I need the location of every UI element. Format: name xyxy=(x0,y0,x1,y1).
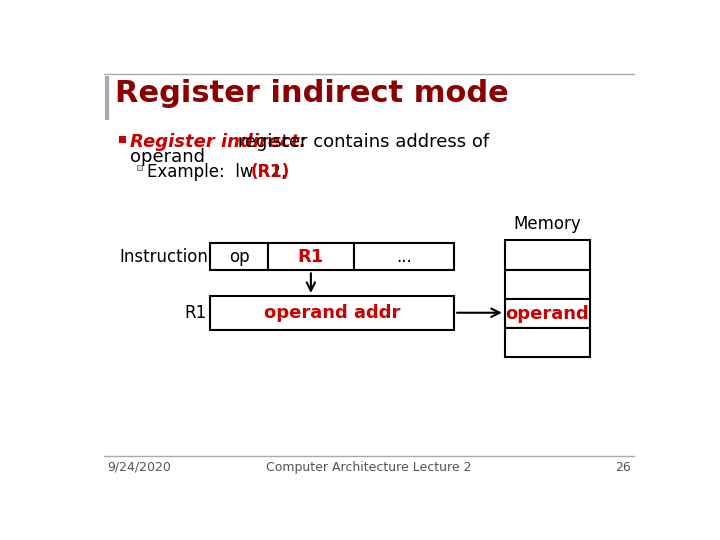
Text: (R1): (R1) xyxy=(251,163,289,180)
Text: Memory: Memory xyxy=(513,215,581,233)
Text: R1: R1 xyxy=(298,247,324,266)
Text: Register indirect:: Register indirect: xyxy=(130,133,307,151)
Bar xyxy=(120,137,126,143)
Text: op: op xyxy=(229,247,250,266)
Bar xyxy=(354,242,454,271)
Bar xyxy=(505,328,590,357)
Bar xyxy=(505,269,590,299)
Text: Instruction: Instruction xyxy=(119,247,208,266)
Bar xyxy=(210,296,454,330)
Text: ...: ... xyxy=(396,247,412,266)
Text: Example:  lw R2,: Example: lw R2, xyxy=(148,163,292,180)
Text: operand: operand xyxy=(130,148,205,166)
Text: Register indirect mode: Register indirect mode xyxy=(114,79,508,107)
Text: Computer Architecture Lecture 2: Computer Architecture Lecture 2 xyxy=(266,461,472,474)
Bar xyxy=(505,299,590,328)
Text: 9/24/2020: 9/24/2020 xyxy=(107,461,171,474)
Bar xyxy=(269,242,354,271)
Bar xyxy=(505,240,590,269)
Text: operand: operand xyxy=(505,305,589,322)
Bar xyxy=(137,165,142,170)
Text: 26: 26 xyxy=(615,461,631,474)
Text: operand addr: operand addr xyxy=(264,303,400,322)
Text: R1: R1 xyxy=(184,303,206,322)
Bar xyxy=(210,242,269,271)
Text: register contains address of: register contains address of xyxy=(232,133,489,151)
